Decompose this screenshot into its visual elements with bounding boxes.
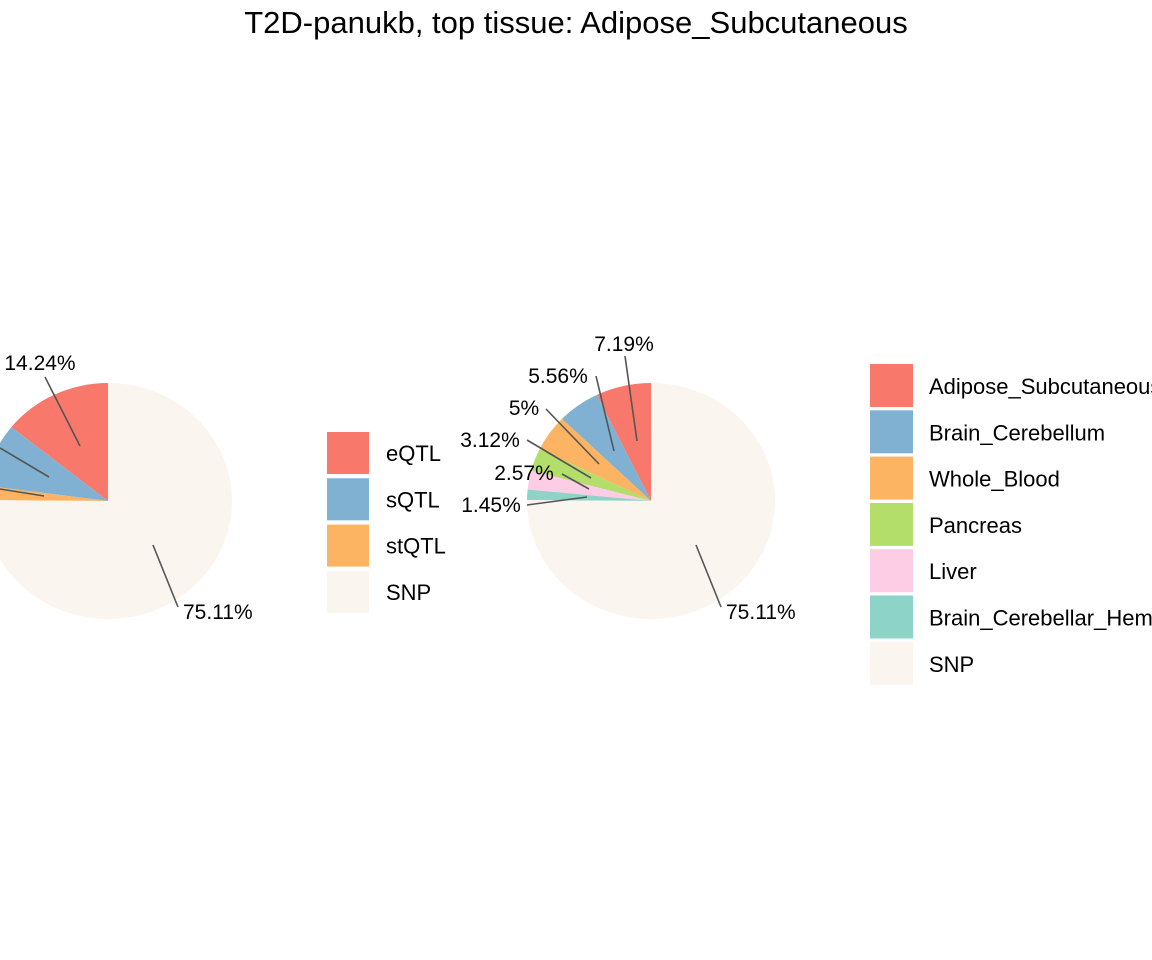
pie2-leader-line-pancreas (526, 439, 592, 479)
legend-tissues: Adipose_Subcutaneous Brain_Cerebellum Whol… (870, 364, 1152, 685)
pie1-leader-line-snp (152, 544, 179, 608)
pie1-pct-label-snp: 75.11% (183, 601, 253, 624)
pie2-leader-line-brain-cerebellar-hemisphere (526, 496, 588, 506)
pie2-slice-pancreas (531, 449, 651, 501)
pie2-legend-label-pancreas: Pancreas (929, 513, 1022, 538)
pie1-legend-label-stqtl: stQTL (386, 534, 446, 559)
pie1-leader-line-sqtl (0, 447, 50, 478)
pie1-slice-snp (0, 383, 232, 619)
pie1-legend-label-eqtl: eQTL (386, 441, 441, 466)
pie1-legend-swatch-snp (327, 570, 369, 613)
pie2-pct-label-brain-cerebellum: 5.56% (528, 365, 588, 388)
pie1-slice-eqtl (11, 383, 109, 501)
pie2-leader-line-whole-blood (545, 408, 600, 465)
pie2-legend-label-brain-cerebellar-hemisphere: Brain_Cerebellar_Hemisphere (929, 606, 1152, 631)
pie1-slice-sqtl (0, 427, 108, 501)
pie1-pct-label-eqtl: 14.24% (4, 352, 75, 375)
pie2-leader-line-liver (561, 473, 590, 490)
chart-title: T2D-panukb, top tissue: Adipose_Subcutan… (244, 5, 908, 40)
pie2-leader-line-adipose-subcutaneous (624, 355, 638, 442)
pie2-legend-swatch-whole-blood (870, 456, 913, 500)
pie1-legend-swatch-stqtl (327, 524, 369, 567)
pie2-legend-swatch-adipose-subcutaneous (870, 364, 913, 407)
pie2-slice-liver (527, 470, 651, 501)
pie2-legend-label-whole-blood: Whole_Blood (929, 467, 1060, 492)
pie2-leader-line-brain-cerebellum (595, 375, 615, 452)
pie2-pct-label-snp: 75.11% (726, 601, 796, 624)
pie2-pct-label-pancreas: 3.12% (460, 429, 520, 452)
pie2-legend-swatch-brain-cerebellar-hemisphere (870, 595, 913, 639)
pie1-legend-label-snp: SNP (386, 580, 431, 605)
pie1-legend-swatch-eqtl (327, 432, 369, 474)
pie-chart-annotation-types: 14.24% 75.11% (0, 352, 253, 624)
pie2-slice-snp (526, 383, 775, 619)
pie2-leader-line-snp (695, 544, 722, 608)
pie2-legend-label-snp: SNP (929, 652, 974, 677)
pie2-pct-label-adipose-subcutaneous: 7.19% (594, 333, 654, 356)
pie2-pct-label-whole-blood: 5% (509, 397, 539, 420)
pie1-slice-stqtl (0, 487, 108, 501)
pie1-leader-line-eqtl (44, 376, 81, 447)
pie2-legend-swatch-liver (870, 549, 913, 593)
pie2-legend-label-liver: Liver (929, 559, 977, 584)
pie1-legend-label-sqtl: sQTL (386, 487, 440, 512)
pie2-slice-adipose-subcutaneous (596, 383, 651, 501)
pie2-legend-swatch-pancreas (870, 502, 913, 546)
pie2-slice-brain-cerebellar-hemisphere (527, 489, 651, 501)
pie1-leader-line-stqtl (0, 488, 45, 497)
pie2-legend-swatch-snp (870, 641, 913, 685)
pie2-pct-label-liver: 2.57% (494, 462, 554, 485)
pie1-legend-swatch-sqtl (327, 478, 369, 521)
pie2-legend-label-adipose-subcutaneous: Adipose_Subcutaneous (929, 374, 1152, 399)
pie2-slice-brain-cerebellum (561, 394, 651, 501)
pie2-pct-label-brain-cerebellar-hemisphere: 1.45% (461, 494, 521, 517)
pie2-legend-swatch-brain-cerebellum (870, 410, 913, 454)
legend-annotation-types: eQTL sQTL stQTL SNP (327, 432, 446, 613)
pie-chart-tissues: 7.19% 5.56% 5% 3.12% 2.57% 1.45% 75.11% (460, 333, 795, 624)
pie2-legend-label-brain-cerebellum: Brain_Cerebellum (929, 420, 1105, 445)
